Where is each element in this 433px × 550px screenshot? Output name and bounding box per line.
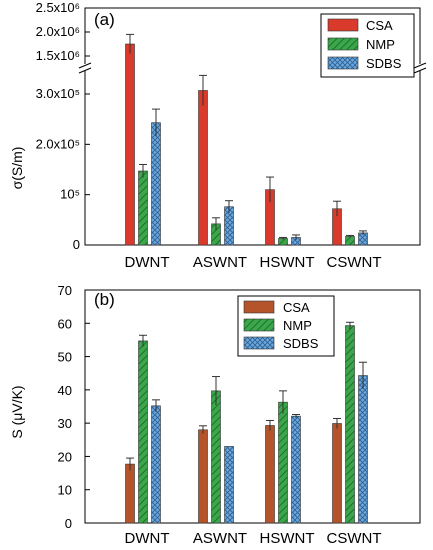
panel-a-legend: CSA NMP SDBS (320, 13, 415, 78)
errorbar-b-sdbs-cswnt (359, 361, 367, 389)
errorbar-b-nmp-aswnt (212, 376, 220, 406)
panel-a-category-label: HSWNT (260, 254, 315, 271)
panel-b-ytick-label: 30 (58, 416, 72, 431)
panel-a-axis-break (78, 62, 427, 74)
errorbar-b-nmp-cswnt (346, 321, 354, 329)
bar-b-nmp-cswnt (345, 325, 355, 524)
errorbar-a-nmp-aswnt (212, 217, 220, 230)
panel-a-ytick-label: 2.5x10⁶ (36, 0, 80, 15)
bar-a-nmp-dwnt (138, 170, 148, 246)
bar-b-nmp-dwnt (138, 340, 148, 524)
panel-b-category-label: HSWNT (260, 530, 315, 547)
bar-a-csa-aswnt (198, 90, 208, 246)
errorbar-a-sdbs-hswnt (292, 234, 300, 240)
panel-b: (b) S (μV/K) 0 10 20 30 40 50 60 70 DWNT ASWNT HS… (9, 283, 421, 547)
panel-b-ytick-label: 10 (58, 483, 72, 498)
legend-b-label-csa: CSA (283, 300, 310, 315)
panel-b-category-label: ASWNT (193, 530, 247, 547)
errorbar-a-csa-dwnt (126, 33, 134, 54)
panel-a-ytick-label: 10⁵ (60, 187, 80, 202)
bar-b-sdbs-cswnt (358, 375, 368, 524)
panel-b-frame (84, 289, 421, 524)
errorbar-b-csa-dwnt (126, 457, 134, 471)
errorbar-a-sdbs-cswnt (359, 230, 367, 235)
panel-a-ylabel: σ(S/m) (9, 147, 25, 190)
panel-a-category-label: DWNT (125, 254, 170, 271)
errorbar-b-csa-aswnt (199, 425, 207, 434)
panel-a-category-label: CSWNT (327, 254, 382, 271)
panel-a-ytick-label: 0 (73, 237, 80, 252)
errorbar-a-csa-cswnt (333, 200, 341, 217)
panel-a: (a) σ(S/m) 0 10⁵ 2.0x10⁵ 3.0x10⁵ 1.5x10⁶ 2.0x… (9, 0, 427, 271)
legend-a-swatch-nmp (327, 37, 359, 51)
bar-b-nmp-aswnt (211, 390, 221, 524)
legend-a-label-csa: CSA (366, 18, 393, 33)
legend-b-swatch-nmp (243, 318, 275, 332)
bar-a-csa-dwnt (125, 43, 135, 246)
panel-b-ylabel: S (μV/K) (9, 385, 25, 438)
bar-b-sdbs-dwnt (151, 405, 161, 524)
legend-a-swatch-csa (327, 18, 359, 32)
errorbar-b-nmp-hswnt (279, 390, 287, 414)
panel-a-ytick-label: 3.0x10⁵ (36, 86, 80, 101)
legend-a-swatch-sdbs (327, 56, 359, 70)
panel-a-category-label: ASWNT (193, 254, 247, 271)
errorbar-b-sdbs-hswnt (292, 413, 300, 418)
errorbar-a-nmp-hswnt (279, 236, 287, 240)
legend-b-swatch-sdbs (243, 336, 275, 350)
legend-a-label-nmp: NMP (366, 37, 395, 52)
errorbar-a-csa-aswnt (199, 74, 207, 106)
legend-b-swatch-csa (243, 300, 275, 314)
panel-a-label: (a) (94, 10, 115, 29)
panel-b-ytick-label: 70 (58, 283, 72, 298)
bar-b-csa-aswnt (198, 429, 208, 524)
errorbar-a-sdbs-aswnt (225, 200, 233, 213)
panel-b-ytick-label: 0 (65, 516, 72, 531)
bar-b-sdbs-aswnt (224, 446, 234, 524)
errorbar-b-csa-cswnt (333, 417, 341, 429)
errorbar-a-csa-hswnt (266, 176, 274, 203)
errorbar-b-csa-hswnt (266, 419, 274, 431)
panel-b-ytick-label: 50 (58, 350, 72, 365)
bar-b-sdbs-hswnt (291, 415, 301, 524)
panel-b-ytick-label: 20 (58, 449, 72, 464)
errorbar-b-sdbs-dwnt (152, 399, 160, 412)
panel-a-ytick-label: 2.0x10⁵ (36, 136, 80, 151)
legend-b-label-sdbs: SDBS (283, 336, 319, 351)
panel-b-legend: CSA NMP SDBS (237, 295, 335, 357)
panel-a-frame (84, 7, 421, 246)
panel-b-category-label: DWNT (125, 530, 170, 547)
bar-b-csa-dwnt (125, 463, 135, 524)
bar-a-sdbs-dwnt (151, 122, 161, 246)
panel-a-ytick-label: 1.5x10⁶ (36, 48, 80, 63)
bar-b-nmp-hswnt (278, 401, 288, 524)
panel-b-ytick-label: 40 (58, 383, 72, 398)
bar-a-nmp-cswnt (345, 236, 355, 246)
panel-b-label: (b) (94, 290, 115, 309)
bar-b-csa-hswnt (265, 425, 275, 524)
errorbar-a-nmp-dwnt (139, 163, 147, 178)
panel-b-ytick-label: 60 (58, 316, 72, 331)
legend-b-label-nmp: NMP (283, 318, 312, 333)
errorbar-b-nmp-dwnt (139, 334, 147, 347)
panel-b-category-label: CSWNT (327, 530, 382, 547)
panel-a-ytick-label: 2.0x10⁶ (36, 24, 80, 39)
errorbar-a-nmp-cswnt (346, 234, 354, 238)
errorbar-a-sdbs-dwnt (152, 108, 160, 137)
bar-b-csa-cswnt (332, 423, 342, 524)
legend-a-label-sdbs: SDBS (366, 56, 402, 71)
